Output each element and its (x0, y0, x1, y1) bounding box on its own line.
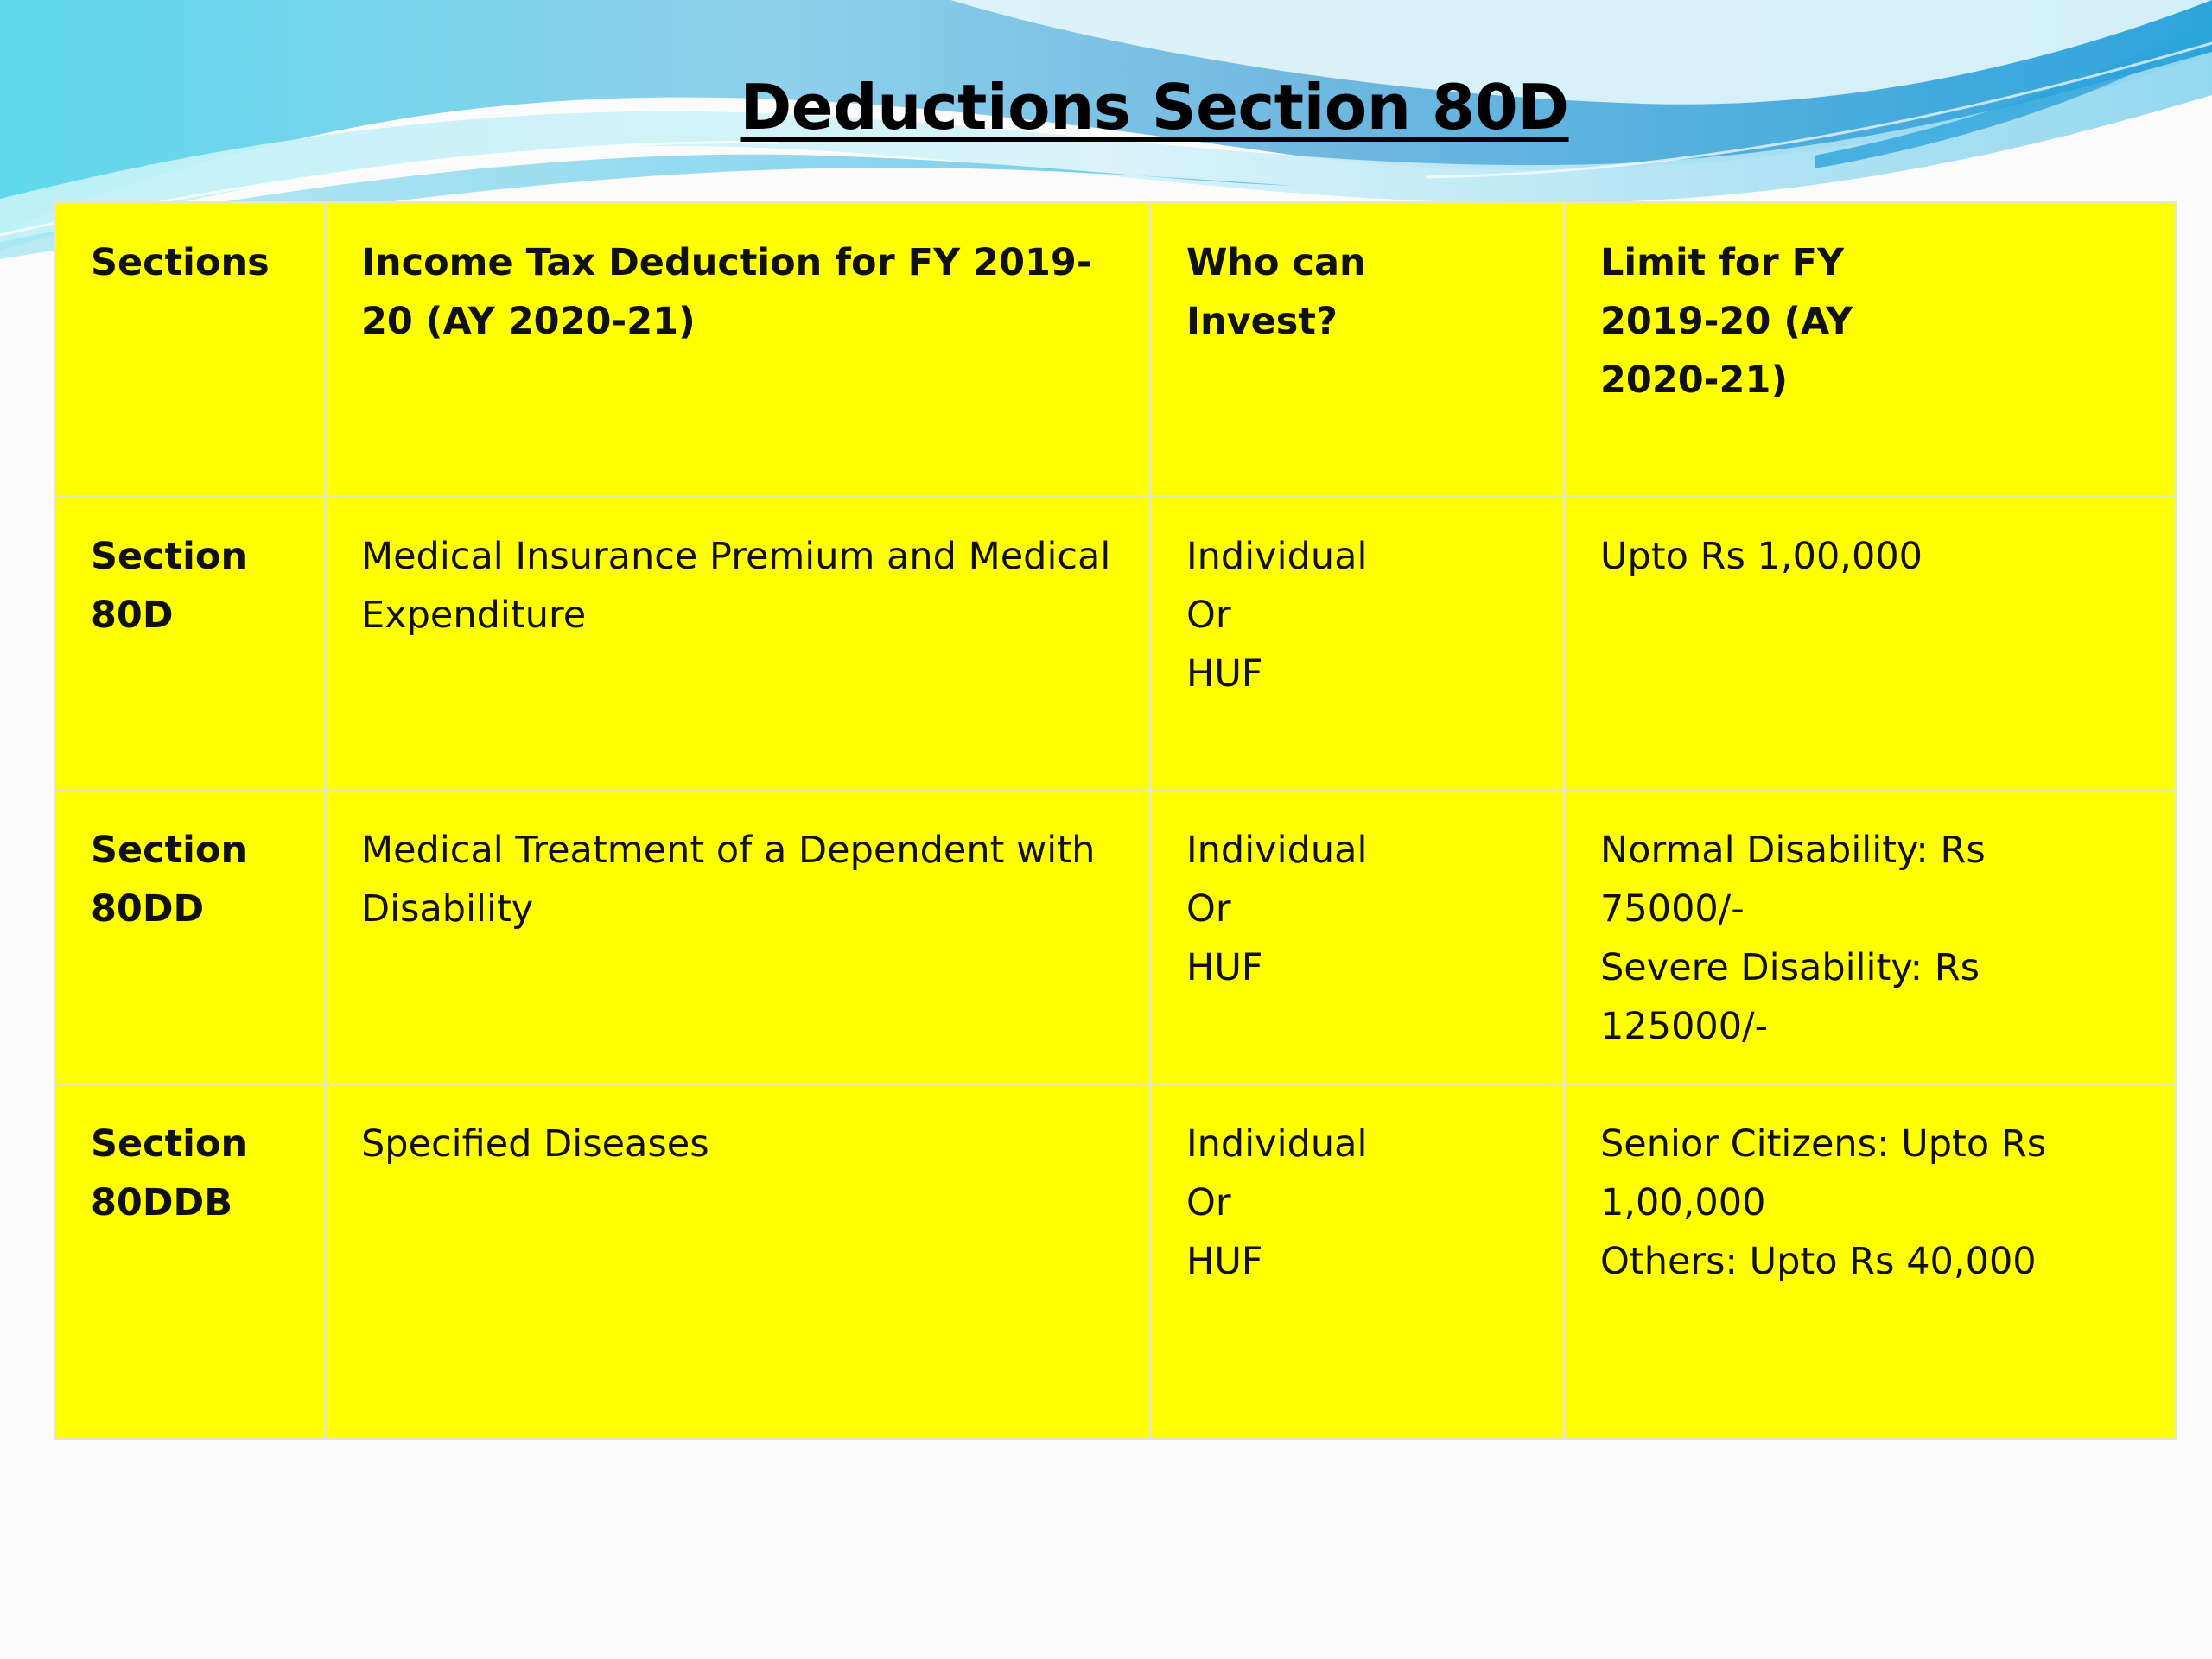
section-line: Section (91, 829, 248, 872)
deduction-cell: Medical Treatment of a Dependent with Di… (324, 789, 1152, 1085)
section-line: 80DD (91, 887, 205, 931)
who-line: HUF (1186, 652, 1263, 696)
limit-line: Severe Disability: Rs 125000/- (1600, 946, 1980, 1048)
header-who-can-invest: Who can Invest? (1149, 201, 1566, 498)
limit-cell: Upto Rs 1,00,000 (1563, 495, 2177, 791)
header-limit-line: Limit for FY (1600, 241, 1845, 284)
deductions-table-container: Sections Income Tax Deduction for FY 201… (54, 201, 2177, 1440)
who-line: Or (1186, 887, 1231, 931)
limit-line: Normal Disability: Rs 75000/- (1600, 829, 1986, 931)
who-line: Or (1186, 1181, 1231, 1224)
who-cell: Individual Or HUF (1149, 789, 1566, 1085)
limit-line: 1,00,000 (1600, 1181, 1766, 1224)
who-cell: Individual Or HUF (1149, 1083, 1566, 1440)
header-limit-line: 2019-20 (AY (1600, 300, 1853, 343)
table-header-row: Sections Income Tax Deduction for FY 201… (54, 201, 2177, 498)
who-line: Individual (1186, 1122, 1368, 1166)
header-limit: Limit for FY 2019-20 (AY 2020-21) (1563, 201, 2177, 498)
section-cell: Section 80D (54, 495, 327, 791)
deduction-cell: Specified Diseases (324, 1083, 1152, 1440)
header-deduction: Income Tax Deduction for FY 2019-20 (AY … (324, 201, 1152, 498)
limit-line: Upto Rs 1,00,000 (1600, 535, 1923, 578)
deductions-table: Sections Income Tax Deduction for FY 201… (54, 201, 2177, 1440)
deduction-cell: Medical Insurance Premium and Medical Ex… (324, 495, 1152, 791)
header-sections: Sections (54, 201, 327, 498)
who-line: Individual (1186, 829, 1368, 872)
who-cell: Individual Or HUF (1149, 495, 1566, 791)
limit-line: Others: Upto Rs 40,000 (1600, 1240, 2037, 1283)
section-cell: Section 80DDB (54, 1083, 327, 1440)
who-line: Individual (1186, 535, 1368, 578)
section-line: Section (91, 535, 248, 578)
who-line: HUF (1186, 946, 1263, 989)
table-row: Section 80D Medical Insurance Premium an… (54, 495, 2177, 791)
who-line: Or (1186, 594, 1231, 637)
limit-cell: Senior Citizens: Upto Rs 1,00,000 Others… (1563, 1083, 2177, 1440)
section-line: 80DDB (91, 1181, 233, 1224)
header-limit-line: 2020-21) (1600, 359, 1789, 402)
table-row: Section 80DDB Specified Diseases Individ… (54, 1083, 2177, 1440)
who-line: HUF (1186, 1240, 1263, 1283)
section-line: Section (91, 1122, 248, 1166)
slide-title: Deductions Section 80D (740, 71, 1569, 143)
table-row: Section 80DD Medical Treatment of a Depe… (54, 789, 2177, 1085)
section-cell: Section 80DD (54, 789, 327, 1085)
limit-line: Senior Citizens: Upto Rs (1600, 1122, 2047, 1166)
section-line: 80D (91, 594, 174, 637)
limit-cell: Normal Disability: Rs 75000/- Severe Dis… (1563, 789, 2177, 1085)
